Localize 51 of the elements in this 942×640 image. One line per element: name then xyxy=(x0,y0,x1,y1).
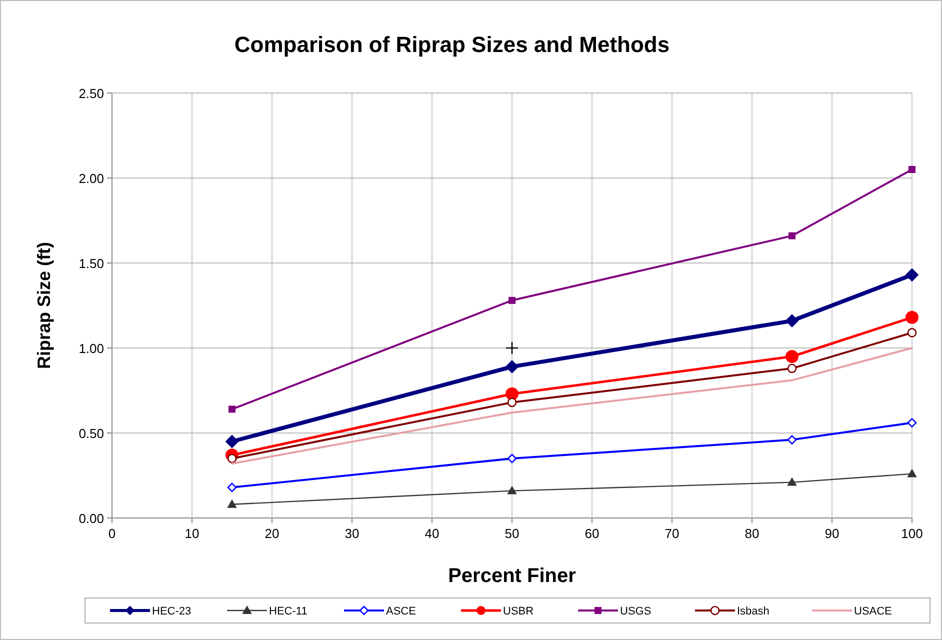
point xyxy=(908,166,916,173)
point xyxy=(906,268,918,282)
y-tick-label: 2.50 xyxy=(78,86,104,101)
x-tick-label: 30 xyxy=(344,526,360,541)
point xyxy=(907,328,917,338)
legend-label: HEC-11 xyxy=(269,606,308,618)
point xyxy=(787,435,797,444)
y-tick-label: 1.50 xyxy=(78,256,104,271)
x-tick-label: 70 xyxy=(664,526,680,541)
x-tick-label: 20 xyxy=(264,526,280,541)
x-tick-label: 50 xyxy=(504,526,520,541)
y-tick-label: 2.00 xyxy=(78,171,104,186)
point xyxy=(505,341,519,355)
point xyxy=(228,406,236,413)
point xyxy=(788,478,796,486)
x-tick-label: 90 xyxy=(824,526,840,541)
point xyxy=(788,232,796,240)
legend-label: USACE xyxy=(854,606,892,618)
point xyxy=(906,310,918,324)
point xyxy=(787,364,797,374)
y-axis-title: Riprap Size (ft) xyxy=(34,242,54,370)
point xyxy=(226,435,238,448)
y-tick-label: 0.50 xyxy=(78,426,104,441)
chart-title: Comparison of Riprap Sizes and Methods xyxy=(234,32,670,57)
legend-label: USBR xyxy=(503,606,534,618)
point xyxy=(506,360,518,374)
point xyxy=(508,296,516,304)
x-tick-label: 0 xyxy=(108,526,116,541)
point xyxy=(227,454,237,464)
point xyxy=(507,398,517,408)
x-axis-title: Percent Finer xyxy=(448,565,576,587)
legend-label: Isbash xyxy=(737,606,770,618)
x-tick-label: 60 xyxy=(584,526,600,541)
x-tick-label: 40 xyxy=(424,526,440,541)
point xyxy=(908,469,916,478)
y-tick-label: 1.00 xyxy=(78,341,104,356)
legend-label: USGS xyxy=(620,606,652,618)
x-tick-label: 100 xyxy=(901,526,923,541)
x-tick-label: 10 xyxy=(184,526,200,541)
point xyxy=(227,482,237,492)
point xyxy=(786,350,798,363)
y-tick-label: 0.00 xyxy=(78,511,104,526)
x-tick-label: 80 xyxy=(744,526,760,541)
point xyxy=(506,387,518,400)
point xyxy=(786,314,798,328)
legend-label: ASCE xyxy=(386,606,416,618)
point xyxy=(508,486,516,494)
point xyxy=(507,454,517,464)
point xyxy=(907,418,917,428)
legend-label: HEC-23 xyxy=(152,606,192,618)
point xyxy=(228,500,236,508)
